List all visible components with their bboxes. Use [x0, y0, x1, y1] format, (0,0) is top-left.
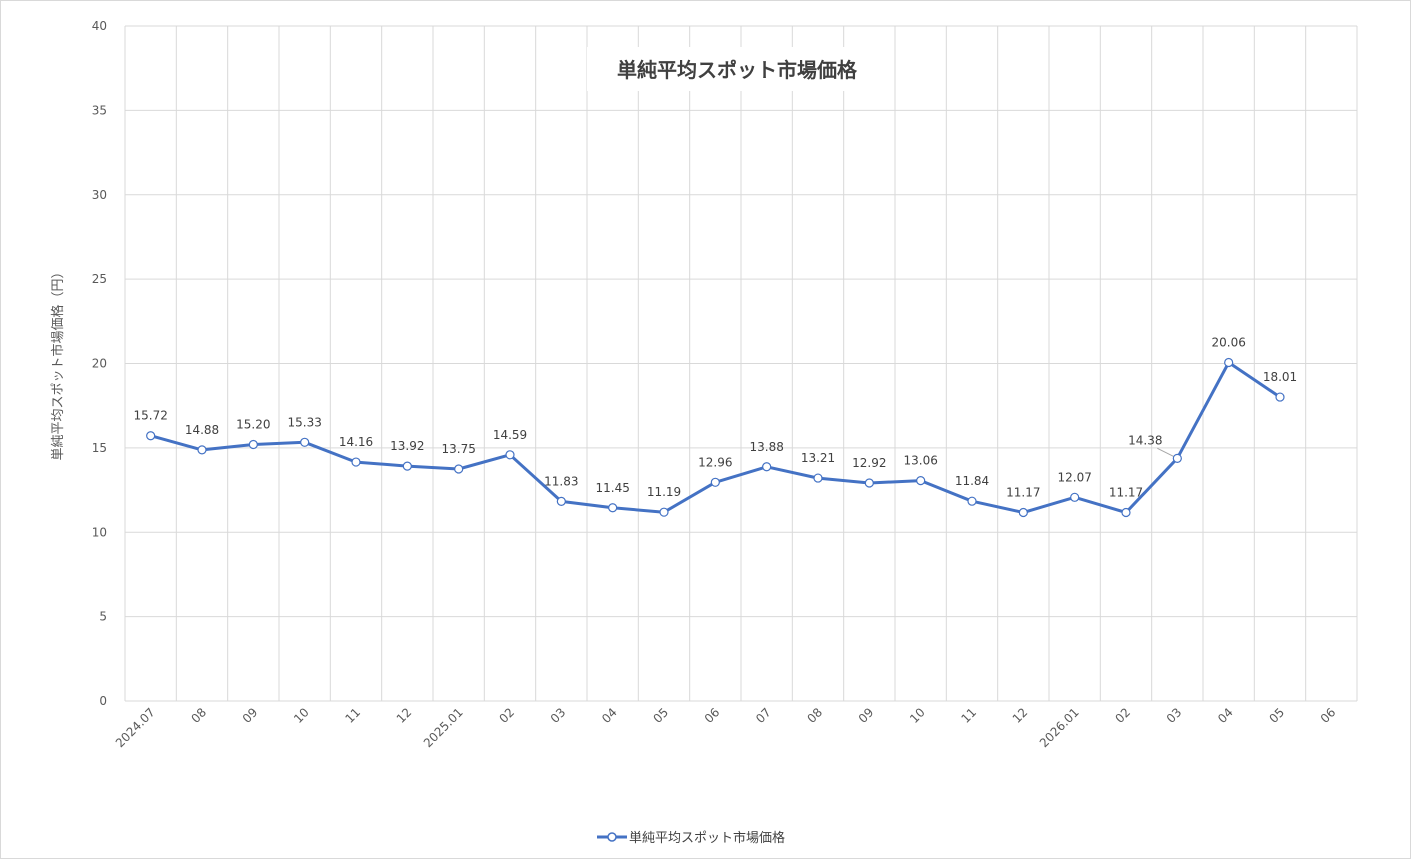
data-point: [556, 496, 566, 506]
data-point: [1172, 453, 1182, 463]
data-point: [1275, 392, 1285, 402]
x-tick-label: 08: [804, 705, 825, 726]
x-tick-label: 2025.01: [421, 705, 466, 750]
data-label: 14.88: [185, 423, 219, 437]
data-point: [864, 478, 874, 488]
x-tick-label: 12: [1010, 705, 1031, 726]
data-label: 11.45: [595, 481, 629, 495]
data-label: 13.21: [801, 451, 835, 465]
y-axis-ticks: 0 5 10 15 20 25 30 35 40: [92, 19, 107, 708]
x-tick-label: 2026.01: [1037, 705, 1082, 750]
data-point: [300, 437, 310, 447]
data-point: [1018, 507, 1028, 518]
data-label: 14.59: [493, 428, 527, 442]
data-point: [916, 476, 926, 486]
x-tick-label: 10: [907, 705, 928, 726]
y-tick-label: 0: [99, 694, 107, 708]
x-tick-label: 03: [548, 705, 569, 726]
x-tick-label: 02: [496, 705, 517, 726]
label-leader-lines: [1157, 447, 1174, 457]
y-axis-title: 単純平均スポット市場価格（円）: [50, 265, 66, 460]
data-label: 11.84: [955, 474, 989, 488]
data-label: 11.17: [1109, 486, 1143, 500]
data-label: 20.06: [1211, 335, 1245, 349]
data-label: 12.92: [852, 456, 886, 470]
x-tick-label: 04: [599, 705, 620, 726]
gridlines: [124, 25, 1358, 702]
data-point: [146, 431, 156, 441]
data-point: [454, 464, 464, 474]
x-tick-label: 03: [1164, 705, 1185, 726]
legend-entry: 単純平均スポット市場価格: [629, 830, 785, 846]
data-label: 11.19: [647, 485, 681, 499]
data-label: 12.96: [698, 455, 732, 469]
data-point: [351, 457, 361, 467]
y-tick-label: 40: [92, 19, 107, 33]
x-tick-label: 12: [394, 705, 415, 726]
data-point: [710, 477, 720, 487]
data-label: 11.17: [1006, 486, 1040, 500]
legend: 単純平均スポット市場価格: [597, 830, 785, 846]
data-point: [197, 445, 207, 455]
x-tick-label: 06: [702, 705, 723, 726]
legend-point-marker: [607, 832, 617, 842]
y-tick-label: 35: [92, 103, 107, 117]
x-axis-ticks: 2024.07 08 09 10 11 12 2025.01 02 03 04 05 06 07 08 09…: [113, 705, 1339, 750]
data-point: [813, 473, 823, 483]
data-point: [659, 507, 669, 517]
y-tick-label: 30: [92, 188, 107, 202]
data-point: [608, 503, 618, 513]
x-tick-label: 05: [650, 705, 671, 726]
data-label: 13.06: [903, 454, 937, 468]
x-tick-label: 2024.07: [113, 705, 158, 750]
x-tick-label: 11: [342, 705, 363, 726]
chart-title-group: 単純平均スポット市場価格: [587, 47, 887, 91]
data-label: 14.16: [339, 435, 373, 449]
data-label: 15.33: [287, 415, 321, 429]
x-tick-label: 09: [240, 705, 261, 726]
x-tick-label: 05: [1266, 705, 1287, 726]
y-tick-label: 10: [92, 525, 107, 539]
data-label: 13.75: [441, 442, 475, 456]
chart-title: 単純平均スポット市場価格: [617, 58, 858, 82]
data-label: 13.92: [390, 439, 424, 453]
data-label: 12.07: [1057, 470, 1091, 484]
data-label: 14.38: [1128, 433, 1162, 447]
data-point: [505, 450, 515, 460]
leader-line: [1157, 447, 1174, 457]
data-label: 15.72: [133, 409, 167, 423]
x-tick-label: 02: [1112, 705, 1133, 726]
data-point: [967, 496, 977, 506]
data-point: [248, 439, 258, 450]
x-tick-label: 07: [753, 705, 774, 726]
y-tick-label: 5: [99, 610, 107, 624]
y-tick-label: 20: [92, 357, 107, 371]
data-point: [762, 462, 772, 472]
series-group: [146, 357, 1285, 518]
data-point: [1121, 507, 1131, 518]
x-tick-label: 09: [856, 705, 877, 726]
data-label: 18.01: [1263, 370, 1297, 384]
x-tick-label: 08: [188, 705, 209, 726]
x-tick-label: 11: [958, 705, 979, 726]
data-label: 11.83: [544, 474, 578, 488]
data-label: 15.20: [236, 418, 270, 432]
x-tick-label: 06: [1318, 705, 1339, 726]
y-tick-label: 25: [92, 272, 107, 286]
title-background: [587, 47, 887, 91]
data-point: [402, 461, 412, 471]
data-labels: 15.72 14.88 15.20 15.33 14.16 13.92 13.75 14.59…: [133, 335, 1297, 499]
data-point: [1224, 357, 1234, 368]
data-point: [1070, 492, 1080, 502]
y-tick-label: 15: [92, 441, 107, 455]
data-label: 13.88: [749, 440, 783, 454]
x-tick-label: 10: [291, 705, 312, 726]
x-tick-label: 04: [1215, 705, 1236, 726]
